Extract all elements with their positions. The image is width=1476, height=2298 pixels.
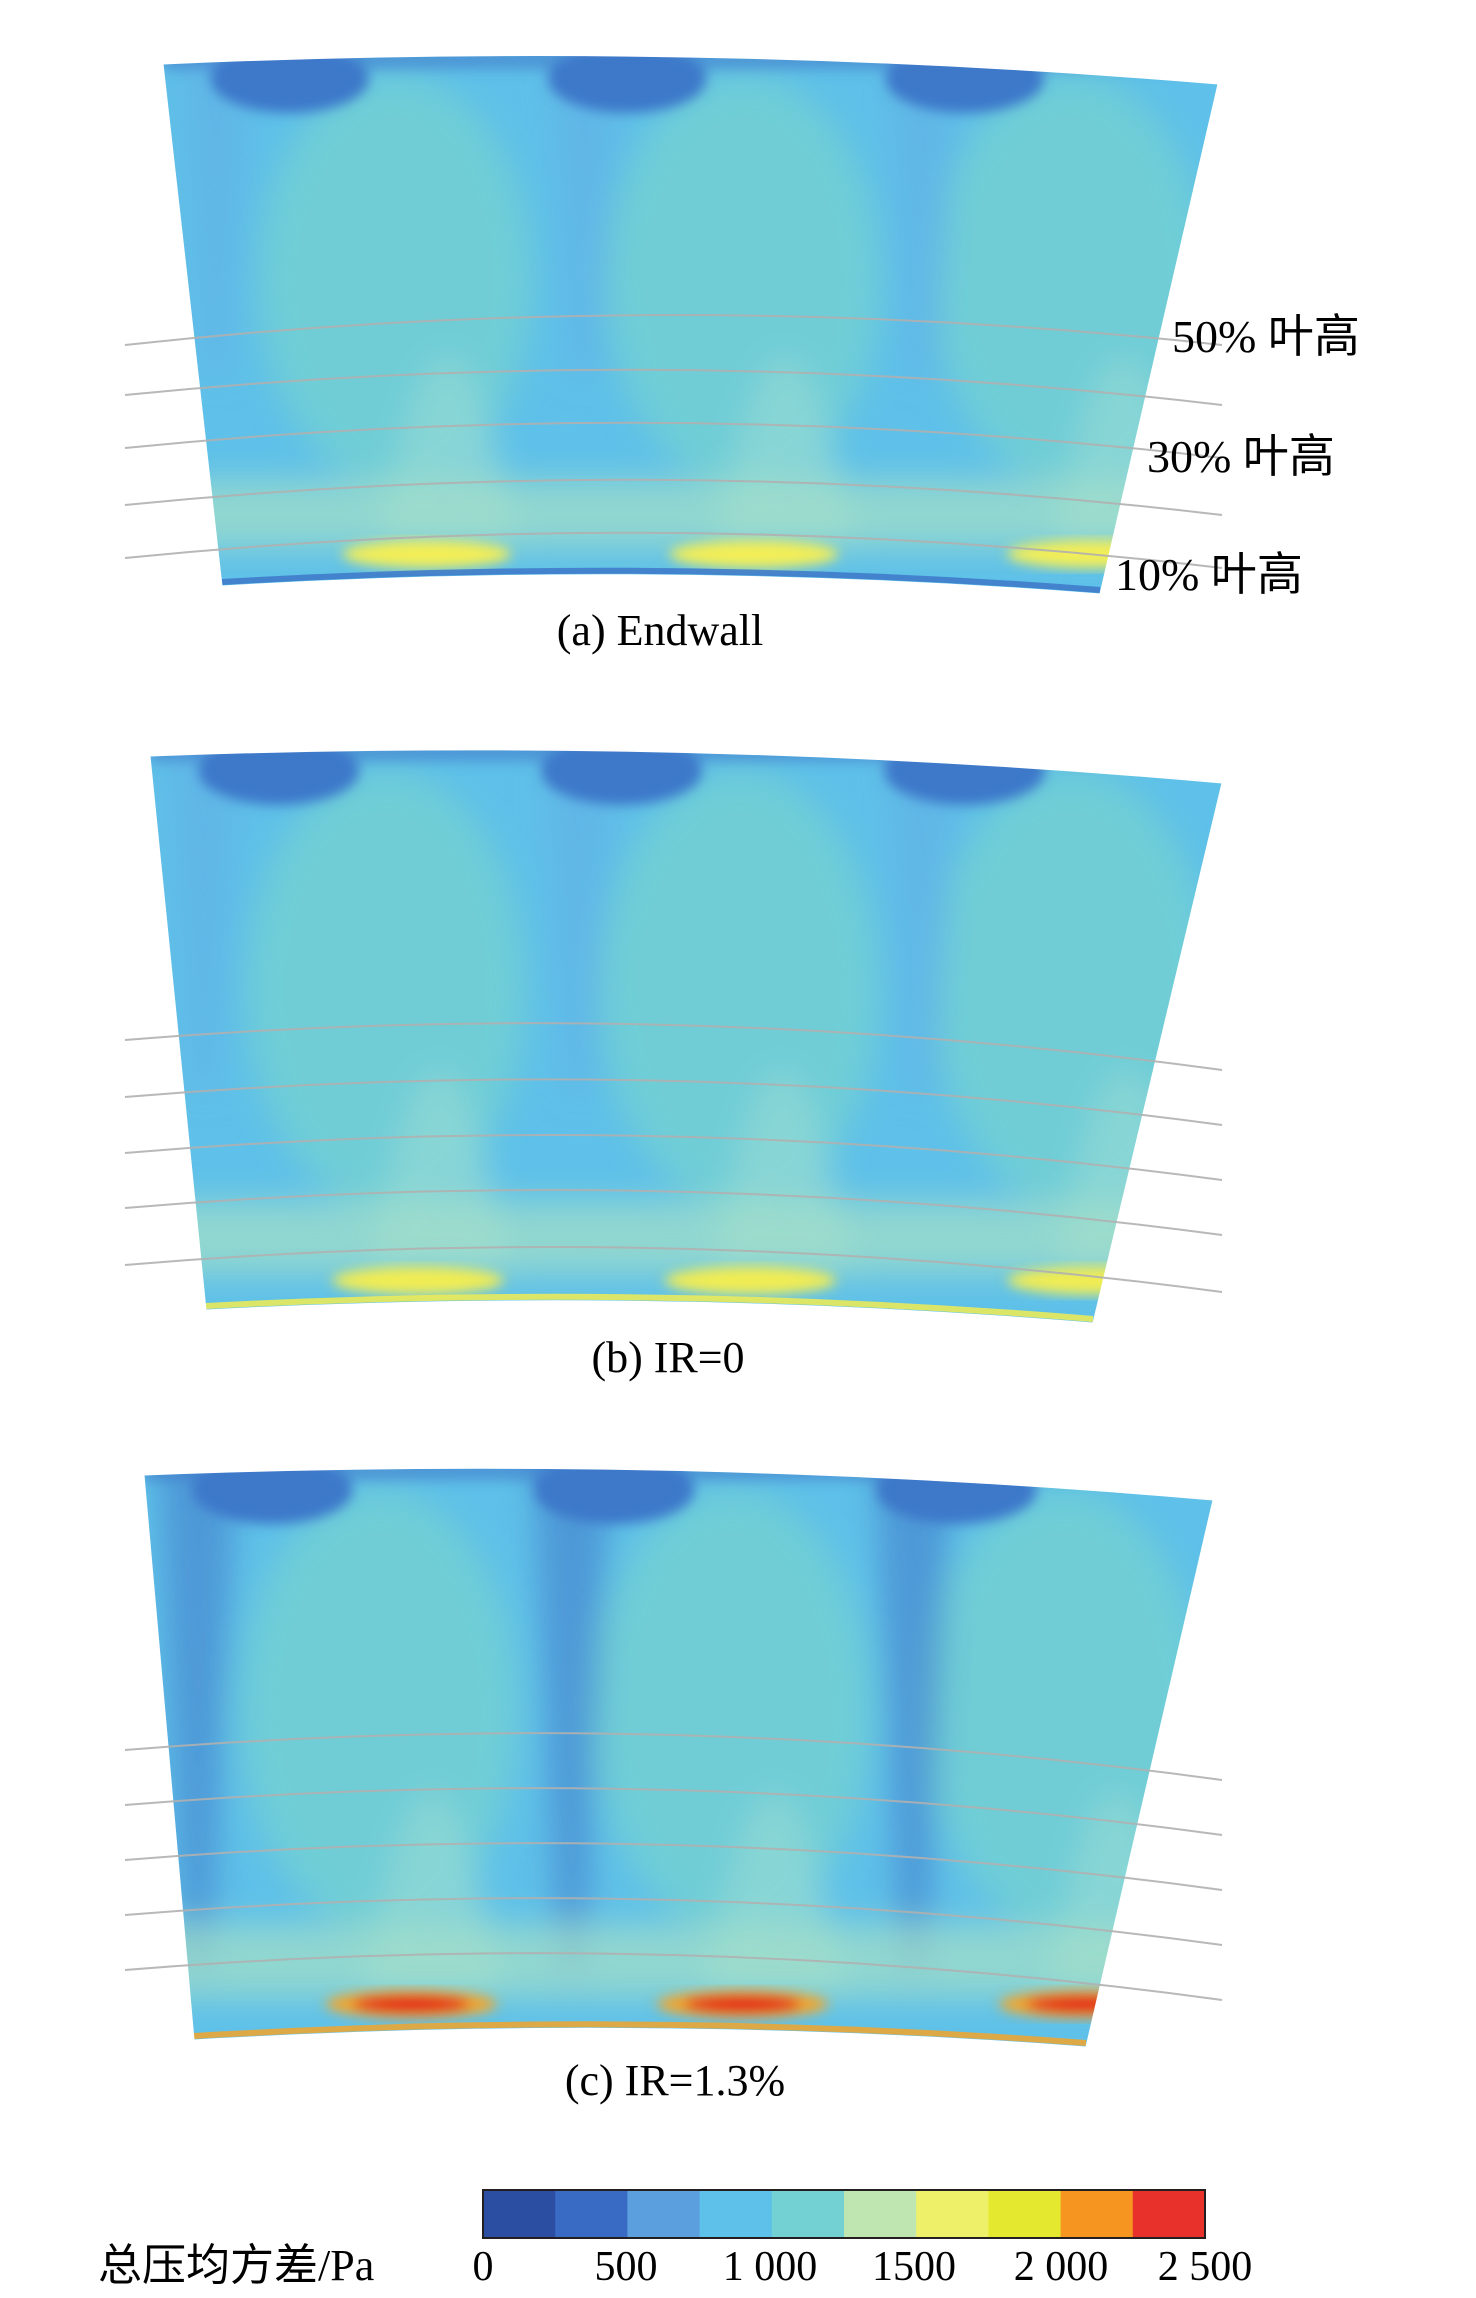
legend-swatch-0 <box>483 2190 556 2238</box>
height-label-50: 50% 叶高 <box>1172 311 1360 362</box>
panel-b-caption: (b) IR=0 <box>591 1333 744 1382</box>
legend-title: 总压均方差/Pa <box>98 2241 374 2290</box>
legend-swatch-7 <box>988 2190 1062 2238</box>
legend-tick-0: 0 <box>473 2244 494 2290</box>
legend-swatch-2 <box>627 2190 701 2238</box>
panel-c-caption: (c) IR=1.3% <box>565 2056 785 2105</box>
legend-tick-500: 500 <box>595 2244 658 2290</box>
legend-swatch-1 <box>555 2190 628 2238</box>
contour-panel-a <box>124 55 1223 595</box>
legend-swatch-6 <box>916 2190 989 2238</box>
legend-swatch-3 <box>699 2190 773 2238</box>
legend-tick-1500: 1500 <box>872 2244 956 2290</box>
legend-swatch-5 <box>844 2190 917 2238</box>
legend-swatch-8 <box>1060 2190 1134 2238</box>
contour-panel-b <box>124 749 1223 1324</box>
color-legend <box>482 2189 1206 2239</box>
legend-tick-2000: 2 000 <box>1014 2244 1109 2290</box>
legend-swatch-9 <box>1132 2190 1206 2238</box>
height-label-10: 10% 叶高 <box>1115 549 1303 600</box>
legend-tick-2500: 2 500 <box>1158 2244 1253 2290</box>
height-label-30: 30% 叶高 <box>1147 431 1335 482</box>
legend-tick-1000: 1 000 <box>723 2244 818 2290</box>
panel-a-caption: (a) Endwall <box>557 606 763 655</box>
contour-panel-c <box>124 1467 1223 2048</box>
legend-swatch-4 <box>771 2190 845 2238</box>
